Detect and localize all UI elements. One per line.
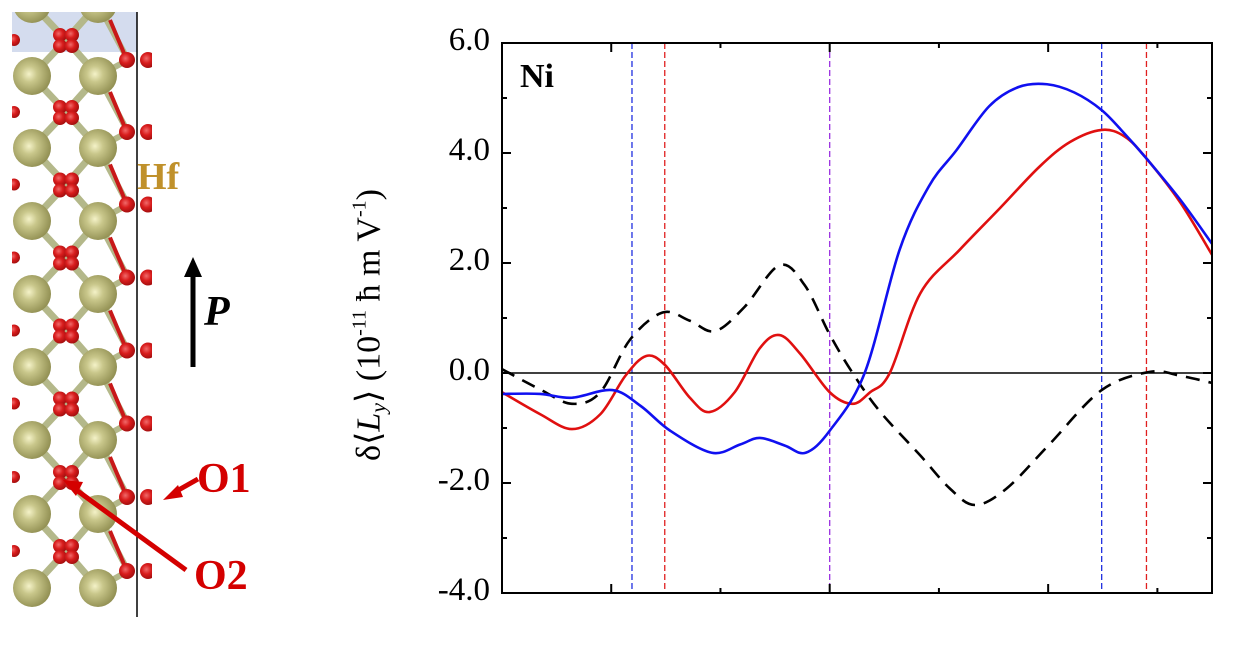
o2-atom — [65, 100, 79, 114]
o2-atom — [65, 329, 79, 344]
o2-atom — [53, 476, 67, 490]
o1-atom — [140, 415, 152, 432]
polarization-arrow-icon — [184, 257, 202, 277]
series-black-dashed — [502, 263, 1212, 507]
hf-atom — [80, 12, 116, 23]
o2-atom — [53, 28, 67, 42]
o-atom — [12, 397, 20, 410]
y-tick-label: -2.0 — [437, 462, 490, 498]
o-atom — [12, 34, 20, 46]
o1-atom — [119, 269, 135, 286]
atomic-structure-panel — [0, 0, 290, 648]
o1-label: O1 — [197, 456, 251, 502]
o2-atom — [53, 465, 67, 479]
o2-atom — [53, 318, 67, 333]
hf-atom — [79, 495, 117, 533]
o2-atom — [53, 391, 67, 406]
o2-atom — [53, 329, 67, 344]
o2-label: O2 — [194, 553, 248, 599]
o2-atom — [65, 318, 79, 333]
hf-atom — [13, 275, 51, 313]
polarization-label: P — [204, 289, 230, 335]
hfo2-structure-illustration — [12, 12, 202, 617]
series-red — [502, 128, 1212, 431]
o2-atom — [65, 402, 79, 417]
hf-atom — [13, 129, 51, 167]
o2-atom — [65, 256, 79, 271]
hf-atom — [79, 421, 117, 459]
hf-atom — [13, 202, 51, 240]
o2-pointer-arrow — [73, 486, 188, 573]
hf-atom — [13, 495, 51, 533]
o2-atom — [53, 245, 67, 260]
o-atom — [12, 251, 20, 264]
o2-atom — [53, 402, 67, 417]
o2-arrowhead-icon — [63, 480, 83, 496]
o1-arrowhead-icon — [163, 485, 183, 500]
y-tick-label: 6.0 — [448, 22, 490, 58]
o2-atom — [65, 539, 79, 553]
o1-atom — [119, 196, 135, 213]
panel-label-ni: Ni — [520, 58, 554, 95]
o2-atom — [65, 111, 79, 125]
y-tick-label: 4.0 — [448, 132, 490, 168]
series-group — [502, 82, 1212, 507]
o1-atom — [140, 563, 152, 579]
o1-atom — [119, 563, 135, 579]
o2-atom — [53, 39, 67, 53]
o-atom — [12, 178, 20, 191]
o-atom — [12, 545, 20, 557]
o2-atom — [53, 172, 67, 187]
o1-atom — [140, 52, 152, 68]
o2-atom — [65, 245, 79, 260]
o-atom — [12, 471, 20, 483]
hf-atom — [79, 129, 117, 167]
o2-atom — [65, 183, 79, 198]
hf-atom — [13, 57, 51, 95]
y-tick-label: -4.0 — [437, 572, 490, 608]
hf-atom — [79, 569, 117, 607]
o2-atom — [65, 550, 79, 564]
o1-atom — [140, 489, 152, 505]
o1-atom — [119, 124, 135, 140]
y-tick-label: 2.0 — [448, 242, 490, 278]
hf-atom — [79, 57, 117, 95]
hf-atom — [13, 421, 51, 459]
o2-atom — [65, 39, 79, 53]
o1-atom — [119, 342, 135, 359]
o2-atom — [53, 183, 67, 198]
hf-atom — [13, 569, 51, 607]
o2-atom — [53, 550, 67, 564]
o1-atom — [119, 489, 135, 505]
o2-atom — [65, 465, 79, 479]
hf-atom — [13, 348, 51, 386]
o1-atom — [119, 415, 135, 432]
o1-atom — [140, 124, 152, 140]
o1-atom — [140, 269, 152, 286]
hf-atom — [79, 275, 117, 313]
y-tick-label: 0.0 — [448, 352, 490, 388]
o-atom — [12, 106, 20, 118]
hf-atom — [79, 202, 117, 240]
o2-atom — [53, 539, 67, 553]
o2-atom — [65, 28, 79, 42]
structure-atoms — [12, 12, 152, 607]
y-axis-label: δ⟨Ly⟩ (10-11 ħ m V-1) — [348, 189, 391, 461]
o2-atom — [53, 111, 67, 125]
o2-atom — [53, 256, 67, 271]
hf-label: Hf — [137, 156, 180, 198]
o1-atom — [119, 52, 135, 68]
hf-atom — [79, 348, 117, 386]
hf-atom — [14, 12, 50, 23]
o1-atom — [140, 342, 152, 359]
o2-atom — [53, 100, 67, 114]
series-blue — [502, 82, 1212, 455]
o2-atom — [65, 391, 79, 406]
o1-atom — [140, 196, 152, 213]
o-atom — [12, 324, 20, 337]
o2-atom — [65, 172, 79, 187]
plot-frame — [501, 42, 1213, 594]
